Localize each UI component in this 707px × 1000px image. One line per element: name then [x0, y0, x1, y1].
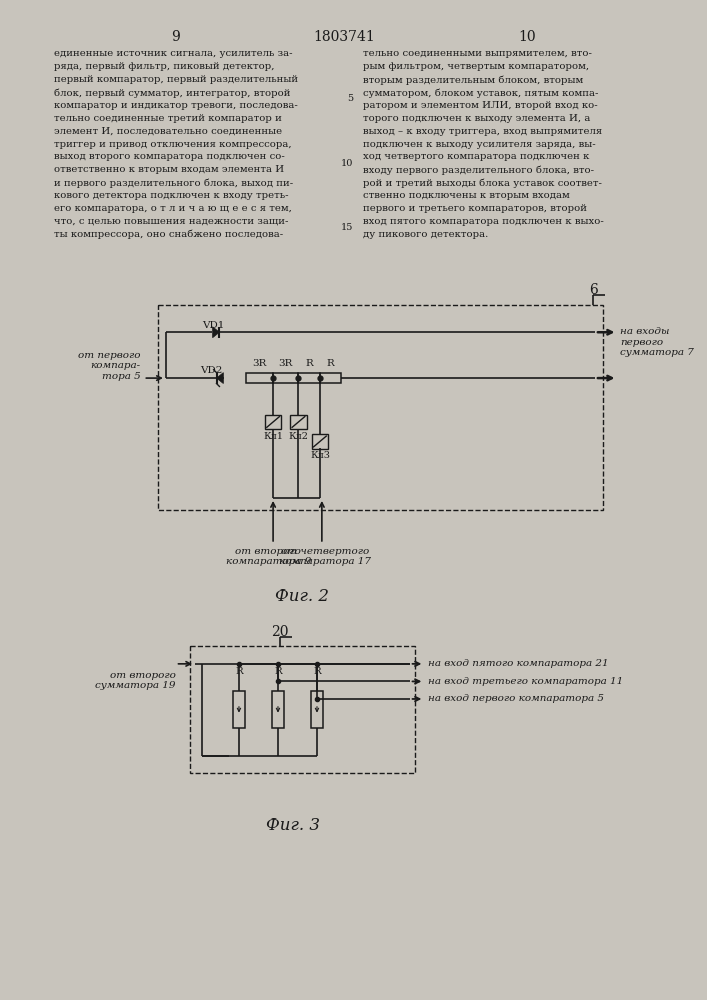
- Text: Кл2: Кл2: [288, 432, 308, 441]
- Polygon shape: [216, 373, 223, 384]
- Text: его компаратора, о т л и ч а ю щ е е с я тем,: его компаратора, о т л и ч а ю щ е е с я…: [54, 204, 291, 213]
- Text: ход четвертого компаратора подключен к: ход четвертого компаратора подключен к: [363, 152, 589, 161]
- Text: ответственно к вторым входам элемента И: ответственно к вторым входам элемента И: [54, 165, 284, 174]
- Text: 1803741: 1803741: [313, 30, 375, 44]
- Text: вход пятого компаратора подключен к выхо-: вход пятого компаратора подключен к выхо…: [363, 217, 604, 226]
- Text: ственно подключены к вторым входам: ственно подключены к вторым входам: [363, 191, 570, 200]
- Bar: [273, 373, 298, 383]
- Text: на вход третьего компаратора 11: на вход третьего компаратора 11: [428, 677, 624, 686]
- Bar: [298, 373, 320, 383]
- Text: первого и третьего компараторов, второй: первого и третьего компараторов, второй: [363, 204, 587, 213]
- Text: 9: 9: [171, 30, 180, 44]
- Text: от первого
компара-
тора 5: от первого компара- тора 5: [78, 351, 141, 381]
- Text: рым фильтром, четвертым компаратором,: рым фильтром, четвертым компаратором,: [363, 62, 589, 71]
- Bar: [320, 373, 341, 383]
- Text: 3R: 3R: [279, 359, 293, 368]
- Bar: [272, 691, 284, 728]
- Text: 10: 10: [518, 30, 535, 44]
- Polygon shape: [213, 327, 219, 338]
- Text: и первого разделительного блока, выход пи-: и первого разделительного блока, выход п…: [54, 178, 293, 188]
- Text: R: R: [313, 667, 321, 676]
- Text: 6: 6: [589, 283, 597, 297]
- Text: ряда, первый фильтр, пиковый детектор,: ряда, первый фильтр, пиковый детектор,: [54, 62, 274, 71]
- Text: 15: 15: [341, 223, 353, 232]
- Text: ты компрессора, оно снабжено последова-: ты компрессора, оно снабжено последова-: [54, 230, 283, 239]
- Text: вторым разделительным блоком, вторым: вторым разделительным блоком, вторым: [363, 75, 583, 85]
- Bar: [312, 434, 328, 449]
- Text: Фиг. 3: Фиг. 3: [266, 817, 320, 834]
- Text: торого подключен к выходу элемента И, а: торого подключен к выходу элемента И, а: [363, 114, 590, 123]
- Text: R: R: [235, 667, 243, 676]
- Text: 5: 5: [347, 94, 353, 103]
- Text: R: R: [327, 359, 334, 368]
- Text: Кл1: Кл1: [263, 432, 283, 441]
- Text: 3R: 3R: [252, 359, 267, 368]
- Text: кового детектора подключен к входу треть-: кового детектора подключен к входу треть…: [54, 191, 288, 200]
- Text: VD1: VD1: [202, 321, 225, 330]
- Text: что, с целью повышения надежности защи-: что, с целью повышения надежности защи-: [54, 217, 288, 226]
- Text: от второго
сумматора 19: от второго сумматора 19: [95, 671, 175, 690]
- Text: на вход пятого компаратора 21: на вход пятого компаратора 21: [428, 659, 609, 668]
- Bar: [290, 415, 307, 429]
- Text: Фиг. 2: Фиг. 2: [275, 588, 329, 605]
- Text: выход – к входу триггера, вход выпрямителя: выход – к входу триггера, вход выпрямите…: [363, 127, 602, 136]
- Text: VD2: VD2: [201, 366, 223, 375]
- Text: R: R: [274, 667, 282, 676]
- Bar: [265, 415, 281, 429]
- Text: триггер и привод отключения компрессора,: триггер и привод отключения компрессора,: [54, 140, 291, 149]
- Bar: [233, 691, 245, 728]
- Text: блок, первый сумматор, интегратор, второй: блок, первый сумматор, интегратор, второ…: [54, 88, 290, 98]
- Text: от четвертого
компаратора 17: от четвертого компаратора 17: [279, 547, 370, 566]
- Text: единенные источник сигнала, усилитель за-: единенные источник сигнала, усилитель за…: [54, 49, 292, 58]
- Text: на входы
первого
сумматора 7: на входы первого сумматора 7: [620, 327, 694, 357]
- Text: тельно соединенные третий компаратор и: тельно соединенные третий компаратор и: [54, 114, 281, 123]
- Bar: [246, 373, 273, 383]
- Text: подключен к выходу усилителя заряда, вы-: подключен к выходу усилителя заряда, вы-: [363, 140, 595, 149]
- Bar: [311, 691, 323, 728]
- Text: Кл3: Кл3: [310, 451, 330, 460]
- Text: рой и третий выходы блока уставок соответ-: рой и третий выходы блока уставок соотве…: [363, 178, 602, 188]
- Text: 20: 20: [271, 625, 288, 639]
- Text: тельно соединенными выпрямителем, вто-: тельно соединенными выпрямителем, вто-: [363, 49, 592, 58]
- Text: первый компаратор, первый разделительный: первый компаратор, первый разделительный: [54, 75, 298, 84]
- Text: входу первого разделительного блока, вто-: входу первого разделительного блока, вто…: [363, 165, 594, 175]
- Text: от второго
компаратора 9: от второго компаратора 9: [226, 547, 311, 566]
- Text: сумматором, блоком уставок, пятым компа-: сумматором, блоком уставок, пятым компа-: [363, 88, 598, 98]
- Text: ратором и элементом ИЛИ, второй вход ко-: ратором и элементом ИЛИ, второй вход ко-: [363, 101, 597, 110]
- Text: R: R: [305, 359, 313, 368]
- Text: компаратор и индикатор тревоги, последова-: компаратор и индикатор тревоги, последов…: [54, 101, 298, 110]
- Text: выход второго компаратора подключен со-: выход второго компаратора подключен со-: [54, 152, 284, 161]
- Text: 10: 10: [341, 159, 353, 168]
- Text: ду пикового детектора.: ду пикового детектора.: [363, 230, 489, 239]
- Text: на вход первого компаратора 5: на вход первого компаратора 5: [428, 694, 604, 703]
- Text: элемент И, последовательно соединенные: элемент И, последовательно соединенные: [54, 127, 282, 136]
